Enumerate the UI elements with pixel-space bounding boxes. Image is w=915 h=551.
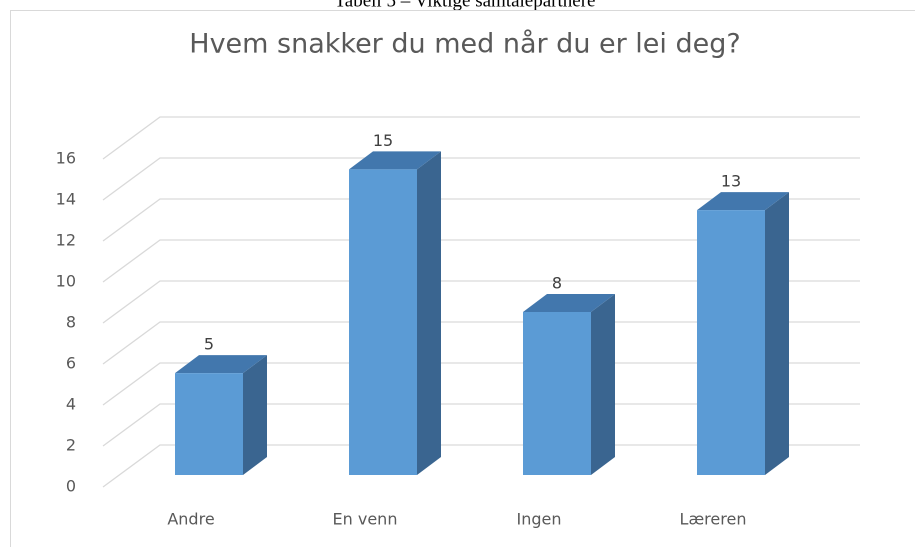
y-tick-label: 14: [56, 190, 76, 209]
grid-line: [103, 117, 860, 159]
y-tick-label: 16: [56, 149, 76, 168]
bar: [523, 312, 591, 475]
bar-side: [765, 192, 789, 475]
y-tick-label: 6: [66, 354, 76, 373]
bar-side: [591, 294, 615, 475]
bar: [697, 210, 765, 475]
x-tick-label: Læreren: [680, 510, 747, 529]
y-tick-label: 8: [66, 313, 76, 332]
data-label: 15: [373, 131, 393, 150]
y-tick-label: 4: [66, 395, 76, 414]
y-tick-label: 12: [56, 231, 76, 250]
data-label: 5: [204, 335, 214, 354]
bar-side: [417, 151, 441, 475]
data-label: 8: [552, 274, 562, 293]
bar: [175, 373, 243, 475]
y-tick-label: 0: [66, 477, 76, 496]
y-tick-label: 2: [66, 436, 76, 455]
x-tick-label: Andre: [167, 510, 214, 529]
y-tick-label: 10: [56, 272, 76, 291]
bar: [349, 169, 417, 475]
x-tick-label: En venn: [333, 510, 398, 529]
bar-side: [243, 355, 267, 475]
x-tick-label: Ingen: [517, 510, 562, 529]
chart-title: Hvem snakker du med når du er lei deg?: [189, 29, 740, 60]
data-label: 13: [721, 172, 741, 191]
caption: Tabell 5 – Viktige samtalepartnere: [335, 0, 596, 11]
